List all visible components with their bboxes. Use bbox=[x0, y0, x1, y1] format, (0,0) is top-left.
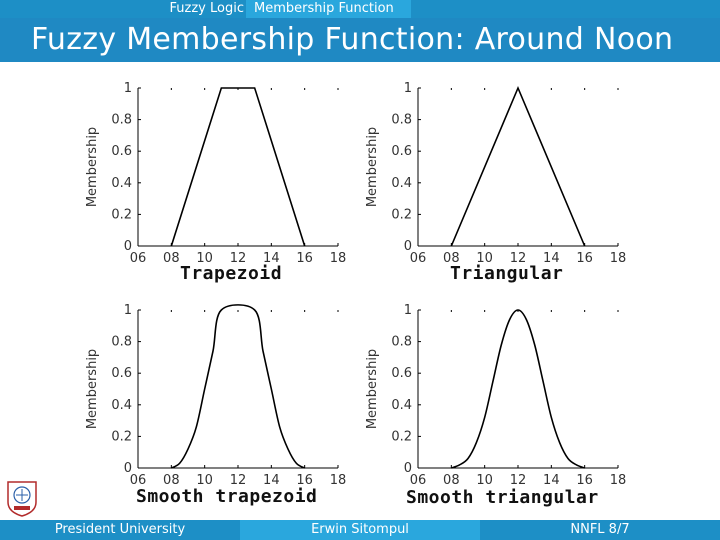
chart-triangular: 06 08 10 12 14 16 18 0 0.2 0.4 0.6 0.8 1 Membership bbox=[350, 78, 650, 273]
y-tick-label: 1 bbox=[124, 303, 132, 318]
y-tick-label: 1 bbox=[404, 81, 412, 96]
x-tick-label: 14 bbox=[543, 251, 560, 266]
y-tick-label: 0.2 bbox=[111, 207, 132, 222]
x-tick-label: 18 bbox=[330, 251, 347, 266]
y-tick-label: 0 bbox=[404, 461, 412, 476]
x-tick-label: 18 bbox=[610, 251, 627, 266]
y-tick-label: 0 bbox=[124, 461, 132, 476]
y-tick-label: 0.6 bbox=[111, 366, 132, 381]
y-tick-label: 0.4 bbox=[391, 176, 412, 191]
y-tick-label: 1 bbox=[404, 303, 412, 318]
y-tick-label: 0.6 bbox=[391, 366, 412, 381]
footer-institution: President University bbox=[54, 522, 186, 537]
chart-trapezoid: 06 08 10 12 14 16 18 0 0.2 0.4 0.6 0.8 1 Membership bbox=[70, 78, 370, 273]
chart-smooth-trapezoid-svg: 06 08 10 12 14 16 18 0 0.2 0.4 0.6 0.8 1 Membership bbox=[85, 303, 347, 488]
footer-author: Erwin Sitompul bbox=[240, 520, 480, 540]
chart-triangular-svg: 06 08 10 12 14 16 18 0 0.2 0.4 0.6 0.8 1 Membership bbox=[365, 81, 627, 266]
x-tick-label: 12 bbox=[230, 251, 247, 266]
y-tick-label: 1 bbox=[124, 81, 132, 96]
chart-trapezoid-svg: 06 08 10 12 14 16 18 0 0.2 0.4 0.6 0.8 1 Membership bbox=[85, 81, 347, 266]
x-tick-label: 10 bbox=[196, 473, 213, 488]
y-tick-label: 0.6 bbox=[111, 144, 132, 159]
y-tick-label: 0.4 bbox=[391, 398, 412, 413]
y-tick-label: 0.4 bbox=[111, 398, 132, 413]
footer-page-number: NNFL 8/7 bbox=[570, 522, 630, 537]
y-tick-label: 0 bbox=[124, 239, 132, 254]
x-tick-label: 08 bbox=[163, 251, 180, 266]
y-tick-label: 0.2 bbox=[391, 207, 412, 222]
x-tick-label: 18 bbox=[330, 473, 347, 488]
breadcrumb-course: Fuzzy Logic bbox=[169, 1, 244, 16]
x-tick-label: 08 bbox=[443, 473, 460, 488]
x-tick-label: 06 bbox=[130, 251, 147, 266]
x-tick-label: 16 bbox=[296, 251, 313, 266]
y-tick-label: 0.8 bbox=[391, 335, 412, 350]
x-tick-label: 18 bbox=[610, 473, 627, 488]
x-tick-label: 14 bbox=[263, 473, 280, 488]
x-tick-label: 14 bbox=[543, 473, 560, 488]
y-tick-label: 0.8 bbox=[111, 113, 132, 128]
y-tick-label: 0 bbox=[404, 239, 412, 254]
x-tick-label: 12 bbox=[230, 473, 247, 488]
x-tick-label: 06 bbox=[130, 473, 147, 488]
x-tick-label: 08 bbox=[163, 473, 180, 488]
y-tick-label: 0.2 bbox=[391, 429, 412, 444]
x-tick-label: 16 bbox=[576, 251, 593, 266]
caption-smooth-trapezoid: Smooth trapezoid bbox=[136, 486, 318, 507]
series-line bbox=[451, 309, 585, 469]
y-axis-label: Membership bbox=[85, 349, 100, 429]
series-line bbox=[450, 85, 586, 247]
caption-triangular: Triangular bbox=[450, 263, 564, 284]
x-tick-label: 16 bbox=[576, 473, 593, 488]
x-tick-label: 06 bbox=[410, 251, 427, 266]
x-tick-label: 10 bbox=[476, 251, 493, 266]
y-tick-label: 0.6 bbox=[391, 144, 412, 159]
x-tick-label: 10 bbox=[476, 473, 493, 488]
x-tick-label: 06 bbox=[410, 473, 427, 488]
x-tick-label: 08 bbox=[443, 251, 460, 266]
university-logo bbox=[4, 478, 40, 518]
y-tick-label: 0.8 bbox=[111, 335, 132, 350]
y-axis-label: Membership bbox=[365, 349, 380, 429]
series-line bbox=[170, 304, 306, 469]
y-tick-label: 0.8 bbox=[391, 113, 412, 128]
x-tick-label: 12 bbox=[510, 473, 527, 488]
chart-smooth-triangular: 06 08 10 12 14 16 18 0 0.2 0.4 0.6 0.8 1 Membership bbox=[350, 300, 650, 495]
y-axis-label: Membership bbox=[85, 127, 100, 207]
y-tick-label: 0.4 bbox=[111, 176, 132, 191]
slide-title: Fuzzy Membership Function: Around Noon bbox=[31, 22, 674, 57]
y-tick-label: 0.2 bbox=[111, 429, 132, 444]
x-tick-label: 16 bbox=[296, 473, 313, 488]
caption-smooth-triangular: Smooth triangular bbox=[406, 487, 599, 508]
series-line bbox=[170, 87, 306, 247]
caption-trapezoid: Trapezoid bbox=[180, 263, 283, 284]
x-tick-label: 10 bbox=[196, 251, 213, 266]
chart-smooth-trapezoid: 06 08 10 12 14 16 18 0 0.2 0.4 0.6 0.8 1 Membership bbox=[70, 300, 370, 495]
breadcrumb-topic: Membership Function bbox=[246, 0, 411, 18]
chart-smooth-triangular-svg: 06 08 10 12 14 16 18 0 0.2 0.4 0.6 0.8 1 Membership bbox=[365, 303, 627, 488]
y-axis-label: Membership bbox=[365, 127, 380, 207]
x-tick-label: 12 bbox=[510, 251, 527, 266]
x-tick-label: 14 bbox=[263, 251, 280, 266]
title-bar bbox=[0, 18, 720, 62]
